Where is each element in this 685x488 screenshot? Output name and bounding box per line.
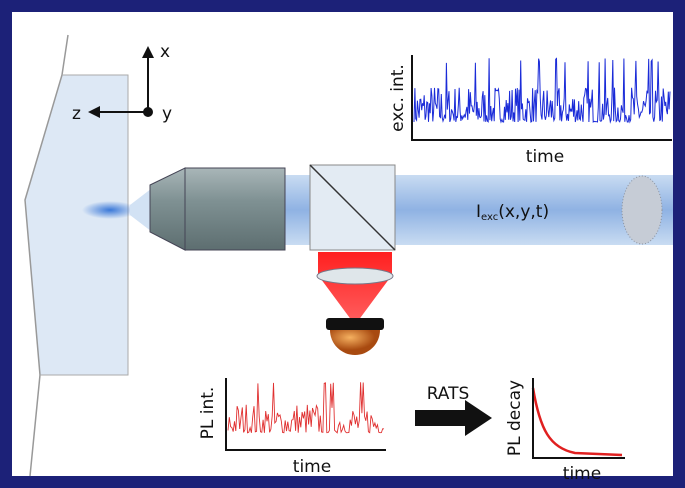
y-label: exc. int. — [388, 64, 408, 132]
plot-axes — [532, 378, 625, 459]
axis-label: z — [72, 104, 81, 124]
objective — [184, 167, 286, 251]
arrow-head — [142, 46, 154, 58]
y-label: PL int. — [198, 387, 218, 440]
speckle — [621, 175, 663, 245]
arrow-head — [88, 106, 100, 118]
origin — [143, 107, 153, 117]
trace — [413, 57, 671, 124]
axis-label: y — [162, 104, 172, 124]
sample-outline — [24, 34, 69, 477]
args: (x,y,t) — [498, 202, 549, 222]
decay-curve — [531, 387, 623, 457]
pl-trace — [227, 382, 385, 434]
axis-label: x — [160, 42, 170, 62]
splitter-mirror — [309, 164, 396, 251]
x-label: time — [563, 464, 601, 484]
x-label: time — [526, 147, 564, 167]
lens — [316, 267, 394, 285]
detector-cap — [326, 318, 384, 330]
sample-edge — [40, 74, 129, 376]
coordinate-axes — [98, 56, 149, 113]
subscript: exc — [481, 212, 498, 223]
detector — [330, 330, 380, 355]
x-label: time — [293, 457, 331, 477]
symbol: I — [476, 202, 481, 222]
trace — [227, 382, 385, 434]
beam-label: Iexc(x,y,t) — [476, 202, 549, 223]
plot-axes — [411, 55, 672, 141]
arrow — [415, 400, 492, 436]
sample — [25, 75, 128, 375]
excitation-trace — [413, 57, 671, 124]
plot-axes — [225, 378, 386, 451]
arrow-label: RATS — [427, 384, 470, 404]
y-label: PL decay — [505, 380, 525, 456]
focus — [82, 201, 138, 219]
